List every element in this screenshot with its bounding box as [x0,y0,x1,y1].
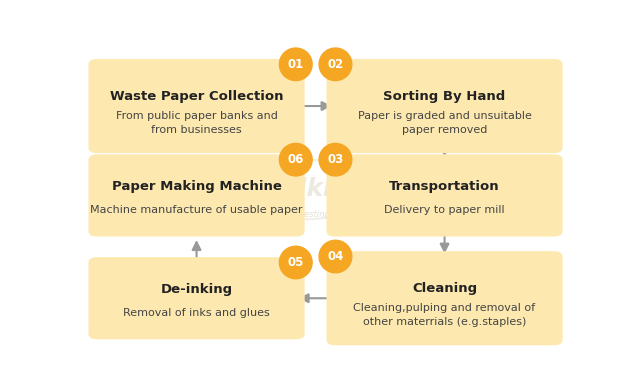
Text: bilingualtesting, enjoy English: bilingualtesting, enjoy English [265,210,391,219]
Ellipse shape [319,48,352,80]
Text: Paper is graded and unsuitable
paper removed: Paper is graded and unsuitable paper rem… [358,111,531,135]
FancyBboxPatch shape [88,257,305,339]
Text: Machine manufacture of usable paper: Machine manufacture of usable paper [90,205,303,215]
Text: De-inking: De-inking [161,283,232,296]
Text: 04: 04 [327,250,344,263]
Text: Delivery to paper mill: Delivery to paper mill [384,205,505,215]
Text: Cleaning: Cleaning [412,282,477,295]
Text: Transportation: Transportation [389,180,500,194]
Text: 06: 06 [287,153,304,166]
Text: Removal of inks and glues: Removal of inks and glues [123,308,270,318]
Ellipse shape [280,246,312,279]
Text: 01: 01 [287,58,304,71]
Text: 03: 03 [327,153,344,166]
Text: Sorting By Hand: Sorting By Hand [383,89,506,103]
Text: Cleaning,pulping and removal of
other materrials (e.g.staples): Cleaning,pulping and removal of other ma… [353,303,536,327]
Text: Paper Making Machine: Paper Making Machine [111,180,282,194]
Ellipse shape [280,144,312,176]
Ellipse shape [319,144,352,176]
FancyBboxPatch shape [88,59,305,153]
Text: TalkFirst: TalkFirst [268,178,388,202]
FancyBboxPatch shape [326,59,563,153]
FancyBboxPatch shape [326,251,563,345]
Text: From public paper banks and
from businesses: From public paper banks and from busines… [116,111,278,135]
FancyBboxPatch shape [88,154,305,236]
Ellipse shape [280,48,312,80]
Text: 02: 02 [327,58,344,71]
FancyBboxPatch shape [326,154,563,236]
Ellipse shape [319,240,352,273]
Text: Waste Paper Collection: Waste Paper Collection [110,89,284,103]
Text: 05: 05 [287,256,304,269]
